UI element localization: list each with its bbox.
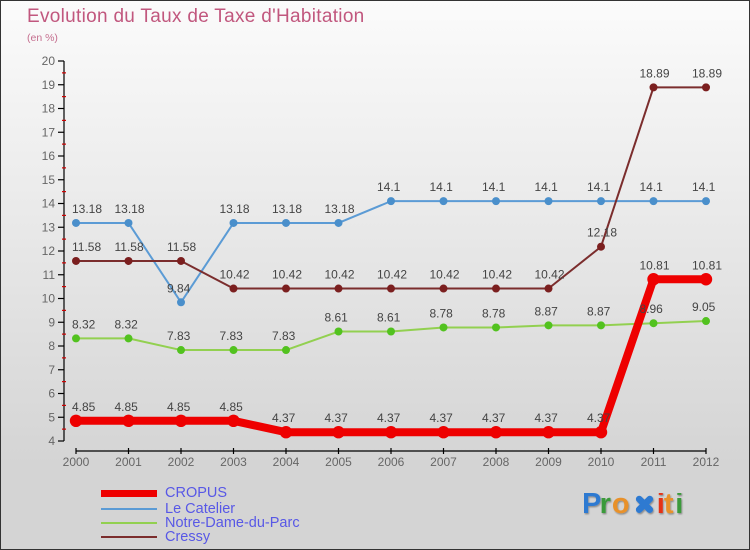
svg-text:10.81: 10.81 xyxy=(640,258,670,272)
svg-text:2002: 2002 xyxy=(168,455,195,469)
svg-text:4: 4 xyxy=(48,434,55,448)
svg-text:2009: 2009 xyxy=(535,455,562,469)
svg-text:8.87: 8.87 xyxy=(587,304,611,318)
svg-text:4.85: 4.85 xyxy=(72,400,96,414)
svg-text:19: 19 xyxy=(42,78,56,92)
svg-text:14.1: 14.1 xyxy=(430,180,454,194)
svg-text:13.18: 13.18 xyxy=(220,202,250,216)
svg-text:16: 16 xyxy=(42,149,56,163)
svg-text:8.78: 8.78 xyxy=(430,306,454,320)
svg-text:2008: 2008 xyxy=(483,455,510,469)
svg-text:20: 20 xyxy=(42,54,56,68)
svg-text:8.61: 8.61 xyxy=(325,311,349,325)
svg-text:2012: 2012 xyxy=(693,455,720,469)
svg-text:8.87: 8.87 xyxy=(535,304,559,318)
svg-text:4.85: 4.85 xyxy=(115,400,139,414)
svg-text:14.1: 14.1 xyxy=(587,180,611,194)
svg-text:18.89: 18.89 xyxy=(692,66,722,80)
svg-text:10.42: 10.42 xyxy=(272,268,302,282)
svg-text:8.32: 8.32 xyxy=(72,317,96,331)
svg-text:2000: 2000 xyxy=(63,455,90,469)
svg-text:7.83: 7.83 xyxy=(272,329,296,343)
svg-text:8: 8 xyxy=(48,339,55,353)
svg-text:18: 18 xyxy=(42,102,56,116)
svg-text:4.37: 4.37 xyxy=(482,411,506,425)
svg-text:2006: 2006 xyxy=(378,455,405,469)
svg-text:9.84: 9.84 xyxy=(167,281,191,295)
svg-text:4.85: 4.85 xyxy=(220,400,244,414)
svg-text:4.85: 4.85 xyxy=(167,400,191,414)
svg-text:8.61: 8.61 xyxy=(377,311,401,325)
svg-text:9: 9 xyxy=(48,315,55,329)
svg-text:10.42: 10.42 xyxy=(535,268,565,282)
svg-text:8.78: 8.78 xyxy=(482,306,506,320)
svg-text:13.18: 13.18 xyxy=(325,202,355,216)
svg-text:2007: 2007 xyxy=(430,455,457,469)
svg-text:18.89: 18.89 xyxy=(640,66,670,80)
svg-text:2005: 2005 xyxy=(325,455,352,469)
svg-text:12: 12 xyxy=(42,244,56,258)
svg-text:5: 5 xyxy=(48,410,55,424)
svg-text:4.37: 4.37 xyxy=(325,411,349,425)
svg-text:13: 13 xyxy=(42,220,56,234)
svg-text:14.1: 14.1 xyxy=(377,180,401,194)
svg-text:2004: 2004 xyxy=(273,455,300,469)
svg-text:10: 10 xyxy=(42,292,56,306)
svg-text:4.37: 4.37 xyxy=(272,411,296,425)
svg-text:13.18: 13.18 xyxy=(115,202,145,216)
svg-text:12.18: 12.18 xyxy=(587,226,617,240)
svg-text:6: 6 xyxy=(48,387,55,401)
svg-text:8.32: 8.32 xyxy=(115,317,139,331)
svg-text:4.37: 4.37 xyxy=(430,411,454,425)
svg-text:10.42: 10.42 xyxy=(220,268,250,282)
svg-text:14.1: 14.1 xyxy=(692,180,716,194)
svg-text:13.18: 13.18 xyxy=(72,202,102,216)
svg-text:17: 17 xyxy=(42,125,56,139)
svg-text:13.18: 13.18 xyxy=(272,202,302,216)
svg-text:10.81: 10.81 xyxy=(692,258,722,272)
svg-text:11.58: 11.58 xyxy=(72,240,101,254)
svg-text:10.42: 10.42 xyxy=(430,268,460,282)
svg-text:9.05: 9.05 xyxy=(692,300,716,314)
svg-text:14.1: 14.1 xyxy=(482,180,506,194)
svg-text:4.37: 4.37 xyxy=(587,411,611,425)
svg-text:14.1: 14.1 xyxy=(640,180,664,194)
svg-text:7: 7 xyxy=(48,363,55,377)
svg-text:11.58: 11.58 xyxy=(167,240,196,254)
svg-text:14.1: 14.1 xyxy=(535,180,559,194)
svg-text:11.58: 11.58 xyxy=(115,240,144,254)
svg-text:2001: 2001 xyxy=(115,455,142,469)
svg-text:15: 15 xyxy=(42,173,56,187)
svg-text:14: 14 xyxy=(42,197,56,211)
svg-text:2010: 2010 xyxy=(588,455,615,469)
svg-text:10.42: 10.42 xyxy=(482,268,512,282)
svg-text:2011: 2011 xyxy=(641,455,667,469)
svg-text:10.42: 10.42 xyxy=(325,268,355,282)
svg-text:7.83: 7.83 xyxy=(220,329,244,343)
svg-text:7.83: 7.83 xyxy=(167,329,191,343)
svg-text:4.37: 4.37 xyxy=(535,411,559,425)
svg-text:11: 11 xyxy=(43,268,56,282)
svg-text:4.37: 4.37 xyxy=(377,411,401,425)
svg-text:8.96: 8.96 xyxy=(640,302,664,316)
svg-text:2003: 2003 xyxy=(220,455,247,469)
svg-text:10.42: 10.42 xyxy=(377,268,407,282)
